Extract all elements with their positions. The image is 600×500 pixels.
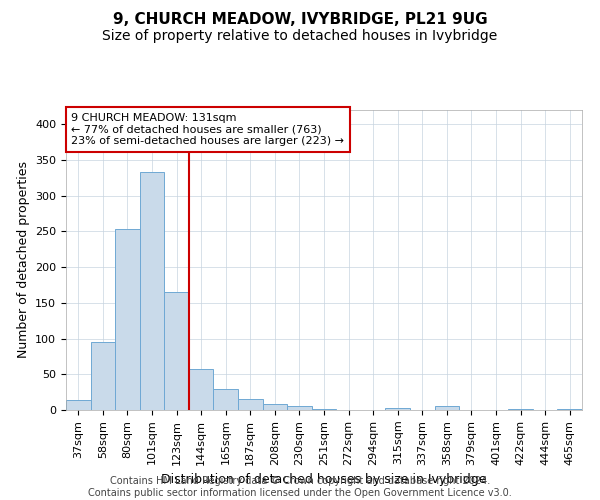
Text: 9 CHURCH MEADOW: 131sqm
← 77% of detached houses are smaller (763)
23% of semi-d: 9 CHURCH MEADOW: 131sqm ← 77% of detache… [71,113,344,146]
Bar [385,408,410,410]
Text: 9, CHURCH MEADOW, IVYBRIDGE, PL21 9UG: 9, CHURCH MEADOW, IVYBRIDGE, PL21 9UG [113,12,487,28]
Bar [557,408,582,410]
Bar [189,370,214,410]
Bar [214,390,238,410]
Bar [263,404,287,410]
Text: Size of property relative to detached houses in Ivybridge: Size of property relative to detached ho… [103,29,497,43]
X-axis label: Distribution of detached houses by size in Ivybridge: Distribution of detached houses by size … [161,473,487,486]
Bar [66,400,91,410]
Bar [140,172,164,410]
Bar [434,406,459,410]
Bar [312,408,336,410]
Bar [508,408,533,410]
Bar [164,292,189,410]
Text: Contains HM Land Registry data © Crown copyright and database right 2024.
Contai: Contains HM Land Registry data © Crown c… [88,476,512,498]
Bar [238,398,263,410]
Bar [287,406,312,410]
Y-axis label: Number of detached properties: Number of detached properties [17,162,29,358]
Bar [115,230,140,410]
Bar [91,342,115,410]
